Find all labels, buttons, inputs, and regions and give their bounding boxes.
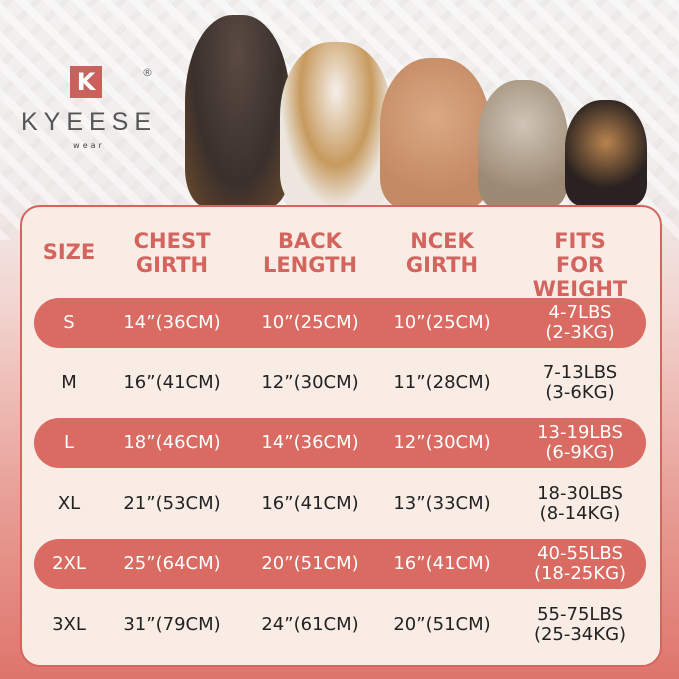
cell-back: 24”(61CM) (261, 614, 359, 635)
cell-size: M (61, 372, 77, 393)
weight-kg: (6-9KG) (545, 442, 615, 463)
header-neck: NCEK GIRTH (405, 229, 479, 277)
poodle-image (380, 58, 490, 208)
cell-neck: 11”(28CM) (393, 372, 491, 393)
beagle-image (280, 42, 392, 207)
header-size: SIZE (42, 240, 96, 264)
cell-chest: 21”(53CM) (123, 493, 221, 514)
cell-weight: 13-19LBS (6-9KG) (500, 423, 660, 463)
cell-back: 20”(51CM) (261, 553, 359, 574)
cell-size: S (63, 312, 75, 333)
cell-neck: 20”(51CM) (393, 614, 491, 635)
registered-mark: ® (142, 66, 153, 79)
row-highlight-band (34, 418, 646, 468)
brand-logo: K ® KYEESE wear (14, 66, 164, 150)
header-chest: CHEST GIRTH (133, 229, 211, 277)
weight-kg: (25-34KG) (533, 624, 627, 645)
weight-kg: (2-3KG) (545, 322, 615, 343)
cell-neck: 10”(25CM) (393, 312, 491, 333)
cell-chest: 25”(64CM) (123, 553, 221, 574)
cell-back: 12”(30CM) (261, 372, 359, 393)
header-back: BACK LENGTH (262, 229, 358, 277)
size-chart-table: SIZE CHEST GIRTH BACK LENGTH NCEK GIRTH FIT… (20, 205, 662, 667)
weight-lbs: 13-19LBS (537, 422, 623, 443)
cell-chest: 14”(36CM) (123, 312, 221, 333)
header-weight: FITS FOR WEIGHT (532, 229, 628, 301)
weight-kg: (8-14KG) (539, 503, 621, 524)
cell-weight: 7-13LBS (3-6KG) (500, 363, 660, 403)
brand-name: KYEESE (20, 108, 158, 136)
weight-lbs: 18-30LBS (537, 483, 623, 504)
cell-chest: 16”(41CM) (123, 372, 221, 393)
weight-lbs: 40-55LBS (537, 543, 623, 564)
cell-size: L (63, 432, 75, 453)
cell-size: 3XL (52, 614, 86, 635)
cell-weight: 18-30LBS (8-14KG) (500, 484, 660, 524)
cell-back: 10”(25CM) (261, 312, 359, 333)
cell-neck: 16”(41CM) (393, 553, 491, 574)
cell-chest: 18”(46CM) (123, 432, 221, 453)
cell-back: 16”(41CM) (261, 493, 359, 514)
row-highlight-band (34, 539, 646, 589)
cell-chest: 31”(79CM) (123, 614, 221, 635)
cell-neck: 12”(30CM) (393, 432, 491, 453)
weight-lbs: 55-75LBS (537, 604, 623, 625)
cell-weight: 55-75LBS (25-34KG) (500, 605, 660, 645)
weight-kg: (3-6KG) (545, 382, 615, 403)
brand-sub: wear (73, 141, 105, 150)
terrier-image (478, 80, 568, 208)
cell-neck: 13”(33CM) (393, 493, 491, 514)
doberman-image (185, 15, 290, 207)
cell-weight: 40-55LBS (18-25KG) (500, 544, 660, 584)
weight-lbs: 7-13LBS (542, 362, 618, 383)
weight-lbs: 4-7LBS (548, 302, 612, 323)
cell-weight: 4-7LBS (2-3KG) (500, 303, 660, 343)
row-highlight-band (34, 298, 646, 348)
cell-back: 14”(36CM) (261, 432, 359, 453)
cell-size: XL (57, 493, 81, 514)
chihuahua-image (565, 100, 647, 206)
cell-size: 2XL (52, 553, 86, 574)
logo-mark: K (70, 66, 102, 98)
weight-kg: (18-25KG) (533, 563, 627, 584)
